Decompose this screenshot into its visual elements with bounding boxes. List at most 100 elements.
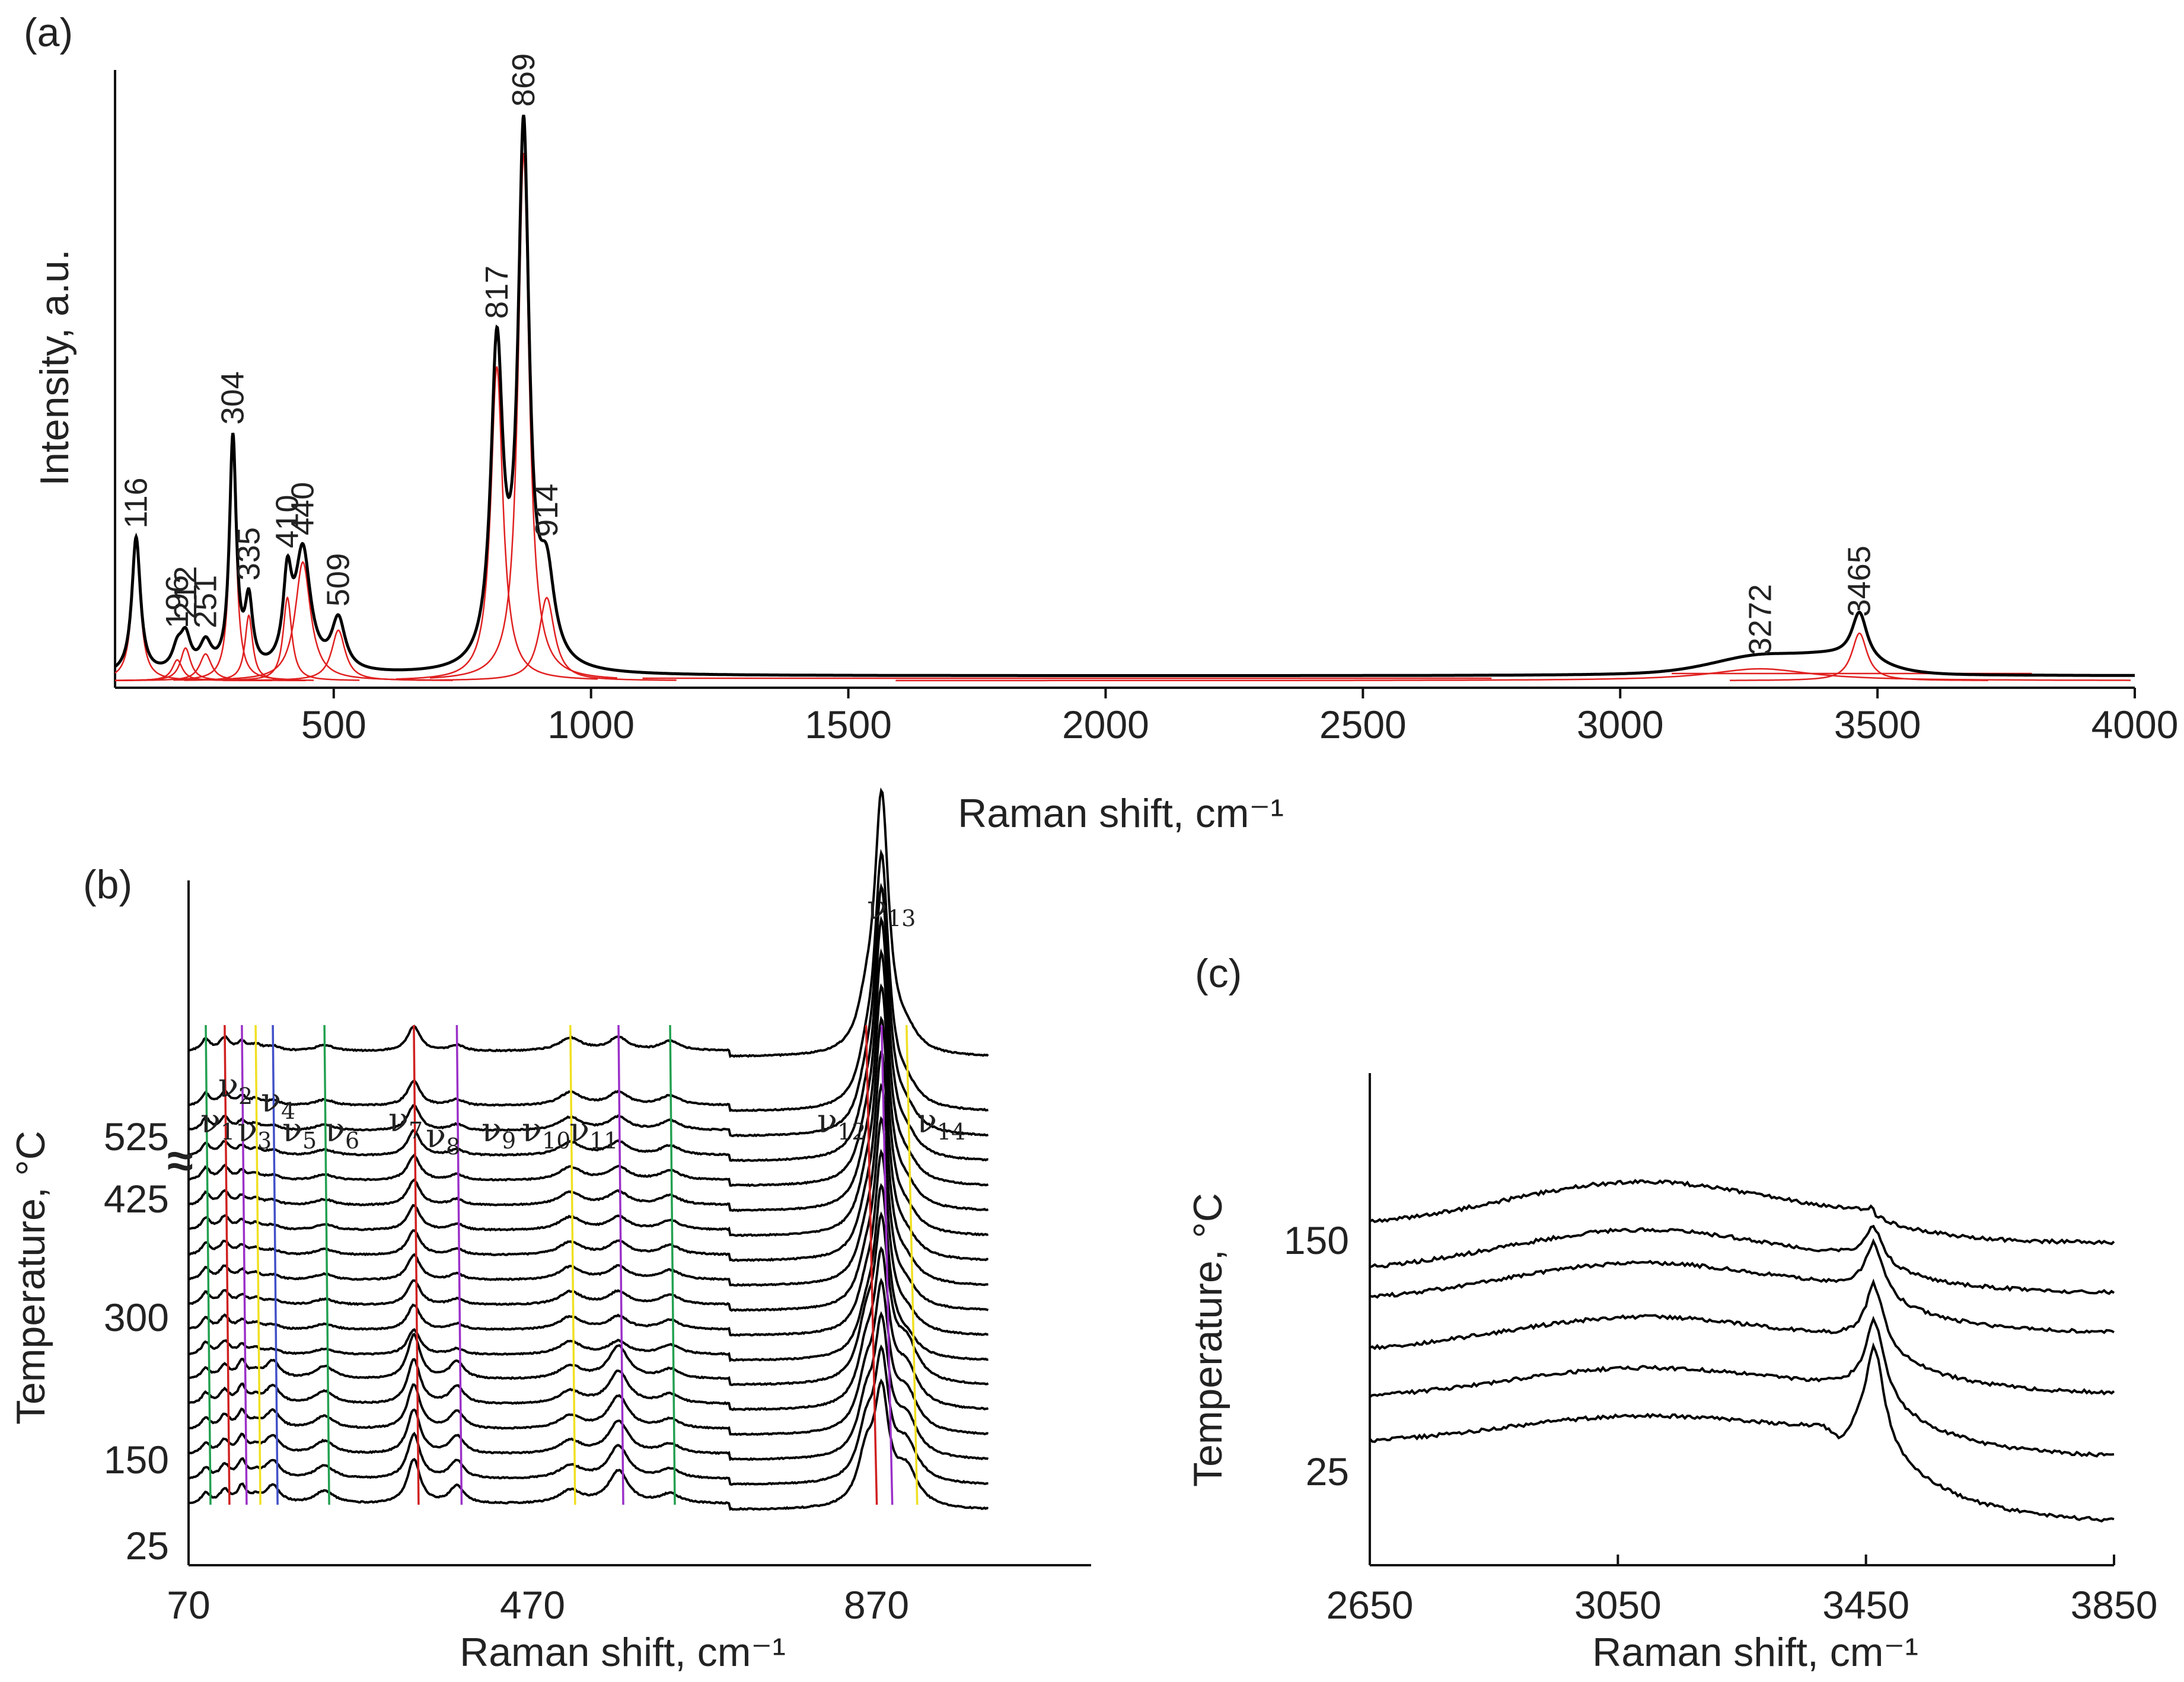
panel-a-peak-label: 3272 xyxy=(1742,584,1778,655)
panel-b-spectrum-line xyxy=(188,915,989,1163)
panel-b-band-symbol: ν xyxy=(237,1111,257,1150)
panel-b-band-subscript: 11 xyxy=(589,1128,618,1154)
panel-b-break-symbol: ≈ xyxy=(167,1134,193,1187)
panel-a-x-tick-label: 2500 xyxy=(1319,703,1407,746)
panel-b-band-guide xyxy=(224,1024,231,1505)
panel-b-band-symbol: ν xyxy=(200,1102,221,1141)
panel-b-band-guide xyxy=(906,1024,919,1505)
panel-b-band-subscript: 9 xyxy=(502,1128,516,1154)
panel-b-band-subscript: 13 xyxy=(887,905,916,931)
panel-b-band-label: ν3 xyxy=(237,1111,272,1154)
panel-b-band-guide xyxy=(323,1024,330,1505)
panel-b-spectrum-line xyxy=(189,1183,989,1362)
panel-b-band-subscript: 7 xyxy=(409,1118,423,1144)
panel-a-peak-label: 335 xyxy=(231,527,267,580)
panel-b-spectrum-line xyxy=(188,848,989,1112)
panel-c-label: (c) xyxy=(1195,951,1242,996)
panel-b-x-ticks: 70 470 870 xyxy=(167,1583,909,1627)
panel-b-x-axis-label: Raman shift, cm⁻¹ xyxy=(460,1630,786,1675)
panel-c-spectrum-line xyxy=(1369,1278,2115,1396)
panel-b-band-guide xyxy=(254,1024,262,1505)
panel-a-spectrum-line xyxy=(114,114,2135,677)
panel-b-band-guide xyxy=(617,1024,624,1505)
panel-b-band-label: ν1 xyxy=(200,1102,235,1145)
panel-b-spectrum-line xyxy=(188,1378,989,1511)
panel-b-label: (b) xyxy=(83,862,132,907)
panel-b-spectrum-line xyxy=(188,787,989,1058)
panel-c: (c) 2650 3050 3450 3850 150 25 Raman shift, … xyxy=(1185,951,2157,1675)
panel-b-spectra xyxy=(187,787,989,1511)
panel-a-x-ticks: 500 1000 1500 2000 2500 3000 3500 4000 xyxy=(301,688,2179,746)
panel-c-spectrum-line xyxy=(1369,1224,2115,1295)
panel-b-band-label: ν9 xyxy=(482,1111,516,1154)
panel-c-spectrum-line xyxy=(1369,1179,2115,1246)
panel-a-fit-curve xyxy=(396,366,598,680)
panel-b-x-tick-label: 470 xyxy=(500,1583,565,1627)
panel-a-peak-label: 251 xyxy=(188,575,224,628)
panel-b-spectrum-line xyxy=(188,1344,989,1486)
panel-b-band-subscript: 8 xyxy=(446,1134,460,1160)
panel-a-fit-curve xyxy=(1730,632,1988,681)
panel-b-band-guide xyxy=(569,1024,576,1505)
panel-b-spectrum-line xyxy=(188,1116,989,1312)
panel-b-band-label: ν12 xyxy=(817,1102,866,1145)
panel-c-x-tick-label: 3850 xyxy=(2071,1583,2158,1627)
panel-c-spectrum-line xyxy=(1369,1342,2115,1523)
panel-b-band-guide xyxy=(865,1024,878,1505)
panel-b-band-label: ν13 xyxy=(867,889,916,931)
panel-a-x-tick-label: 1000 xyxy=(547,703,635,746)
panel-a-peak-label: 196 xyxy=(160,575,195,628)
panel-b-band-symbol: ν xyxy=(261,1081,281,1120)
panel-a: (a) 500 1000 1500 2000 2500 3000 3500 4000 1161… xyxy=(24,10,2178,836)
panel-a-peak-label: 869 xyxy=(506,53,541,107)
panel-b-spectrum-line xyxy=(188,1050,989,1262)
panel-b-band-label: ν2 xyxy=(218,1067,253,1109)
panel-b-band-symbol: ν xyxy=(482,1111,502,1150)
panel-a-fit-curve xyxy=(429,152,618,679)
panel-a-peak-label: 817 xyxy=(479,266,515,319)
panel-b-band-label: ν8 xyxy=(426,1117,460,1160)
panel-b-band-symbol: ν xyxy=(522,1111,542,1150)
panel-b-y-tick-label: 525 xyxy=(104,1115,169,1158)
panel-c-x-tick-label: 3050 xyxy=(1574,1583,1662,1627)
panel-b-band-guide xyxy=(669,1024,676,1505)
panel-b-band-symbol: ν xyxy=(282,1111,302,1150)
panel-c-spectrum-line xyxy=(1369,1238,2115,1335)
panel-b-band-symbol: ν xyxy=(817,1102,837,1141)
panel-a-peak-label: 509 xyxy=(321,553,356,607)
panel-b-band-subscript: 14 xyxy=(937,1119,965,1145)
panel-b-x-tick-label: 70 xyxy=(167,1583,210,1627)
panel-b-spectrum-line xyxy=(189,1015,989,1237)
panel-a-x-tick-label: 3000 xyxy=(1577,703,1664,746)
panel-c-x-tick-label: 2650 xyxy=(1327,1583,1414,1627)
panel-b-spectrum-line xyxy=(187,882,989,1138)
panel-b-band-symbol: ν xyxy=(917,1102,937,1141)
panel-a-peak-label: 410 xyxy=(270,494,305,548)
panel-a-peak-label: 212 xyxy=(168,566,203,620)
panel-b-band-subscript: 3 xyxy=(257,1128,272,1154)
panel-a-peak-label: 304 xyxy=(215,371,251,425)
panel-b-band-symbol: ν xyxy=(388,1101,409,1140)
panel-b-band-label: ν5 xyxy=(282,1111,317,1154)
panel-b-band-guide xyxy=(205,1024,212,1505)
panel-a-x-tick-label: 4000 xyxy=(2091,703,2179,746)
panel-b-band-subscript: 12 xyxy=(837,1119,866,1145)
panel-c-x-ticks: 2650 3050 3450 3850 xyxy=(1327,1555,2158,1627)
panel-b-spectrum-line xyxy=(188,1148,989,1337)
panel-a-peak-label: 440 xyxy=(285,482,321,535)
panel-b-band-label: ν4 xyxy=(261,1081,295,1124)
panel-b-y-axis-label: Temperature, °C xyxy=(8,1131,53,1425)
panel-b-y-tick-label: 25 xyxy=(126,1524,169,1568)
panel-b-y-tick-label: 300 xyxy=(104,1295,169,1339)
panel-b-spectrum-line xyxy=(188,1246,989,1412)
panel-a-peak-label: 116 xyxy=(119,477,154,528)
panel-b-y-ticks: 525 425 300 150 25 xyxy=(104,1115,169,1568)
panel-c-x-tick-label: 3450 xyxy=(1822,1583,1909,1627)
panel-b-band-symbol: ν xyxy=(569,1111,589,1150)
panel-a-x-tick-label: 500 xyxy=(301,703,366,746)
panel-b-spectrum-line xyxy=(187,983,989,1212)
panel-b-spectrum-line xyxy=(188,1211,989,1386)
panel-a-fit-curve xyxy=(417,596,677,681)
panel-b-band-label: ν7 xyxy=(388,1101,423,1144)
